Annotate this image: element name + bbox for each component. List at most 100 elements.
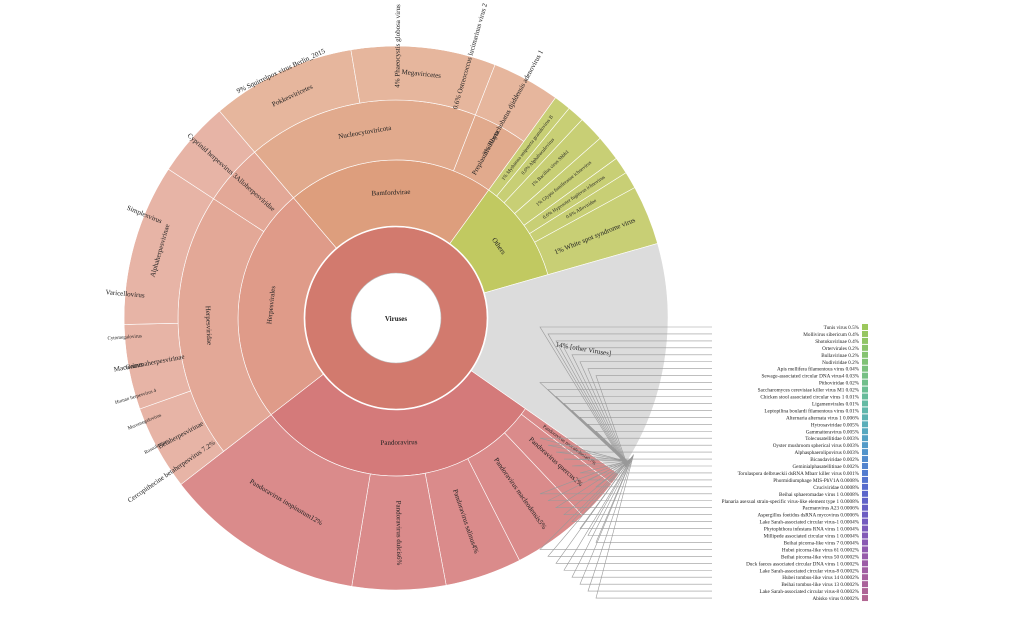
- small-taxon-label: Aspergillus foetidus dsRNA mycovirus 0.0…: [758, 512, 860, 519]
- leader-line: [563, 347, 712, 467]
- leader-line: [563, 403, 712, 464]
- small-taxon-label: Planaria asexual strain-specific virus-l…: [722, 498, 860, 505]
- leader-line: [579, 417, 712, 464]
- small-taxon-swatch: [862, 469, 868, 476]
- small-taxon-label: Abisko virus 0.0002%: [812, 596, 859, 602]
- small-taxon-swatch: [862, 365, 868, 372]
- small-taxon-label: Cruciviridae 0.0008%: [813, 485, 859, 491]
- leader-line: [595, 457, 712, 543]
- small-taxon-swatch: [862, 421, 868, 428]
- small-taxon-label: Pithoviridae 0.02%: [819, 381, 860, 387]
- small-taxon-swatch: [862, 351, 868, 358]
- small-taxon-label: Phytophthora infestans RNA virus 1 0.000…: [764, 526, 860, 533]
- small-taxon-label: Leptopilina boulardi filamentous virus 0…: [764, 407, 859, 414]
- small-taxon-label: Pacmanvirus A23 0.0006%: [802, 506, 859, 512]
- leader-line: [587, 454, 712, 592]
- sector-4-1-0-1-1: [125, 350, 133, 385]
- leader-line: [579, 455, 712, 585]
- small-taxon-swatch: [862, 407, 868, 414]
- small-taxon-swatch: [862, 330, 868, 337]
- small-taxon-swatch: [862, 463, 868, 469]
- leader-line: [571, 354, 712, 467]
- small-taxon-swatch: [862, 386, 868, 393]
- leader-line: [547, 444, 712, 463]
- leader-line: [563, 455, 712, 571]
- small-taxon-swatch: [862, 518, 868, 525]
- small-taxon-label: Lake Sarah-associated circular virus-8 0…: [759, 589, 859, 595]
- small-taxon-swatch: [862, 337, 868, 344]
- small-taxon-label: Lake Sarah-associated circular virus-8 0…: [759, 568, 859, 574]
- leader-line: [571, 457, 712, 522]
- sector-label: Herpesvirales: [265, 285, 277, 324]
- small-taxon-label: Alphasphaerolipovirus 0.003%: [794, 450, 859, 456]
- leader-line: [539, 437, 712, 463]
- leader-line: [563, 458, 712, 515]
- small-taxon-label: Apis mellifera filamentous virus 0.04%: [777, 366, 860, 373]
- small-taxon-label: Chicken stool associated circular virus …: [760, 395, 859, 401]
- sector-label: 4% Phaeocystis globosa virus: [393, 4, 402, 88]
- leader-line: [555, 340, 712, 467]
- leader-line: [554, 458, 712, 508]
- small-taxon-label: Geminialphasatellitinae 0.002%: [792, 464, 859, 470]
- sector-label: Pandoravirus dulcis6%: [394, 501, 403, 566]
- small-taxon-label: Ortervirales 0.2%: [822, 346, 860, 352]
- leader-line: [539, 326, 712, 468]
- small-taxon-swatch: [862, 567, 868, 574]
- leader-line: [547, 456, 712, 557]
- center-label: Viruses: [385, 315, 408, 323]
- small-taxon-swatch: [862, 393, 868, 400]
- small-taxon-swatch: [862, 553, 868, 560]
- leader-line: [587, 424, 712, 463]
- small-taxon-label: Sewage-associated circular DNA virus4 0.…: [761, 374, 859, 380]
- sector-label: Bamfordvirae: [371, 188, 410, 198]
- small-taxon-label: Phormidiumphage MIS-PhV1A 0.0008%: [773, 478, 859, 484]
- small-taxon-swatch: [862, 490, 868, 497]
- small-taxon-swatch: [862, 560, 868, 567]
- small-taxon-label: Beihai tombus-like virus 13 0.0002%: [781, 582, 859, 588]
- small-taxon-swatch: [862, 497, 868, 504]
- small-taxon-swatch: [862, 588, 868, 595]
- small-taxon-swatch: [862, 372, 868, 379]
- leader-line: [539, 382, 712, 465]
- leader-line: [547, 458, 712, 502]
- small-taxon-label: Nudiviridae 0.2%: [822, 360, 860, 366]
- small-taxon-swatch: [862, 546, 868, 553]
- small-taxon-label: Bicaudaviridae 0.002%: [810, 457, 859, 463]
- small-taxon-label: Gammaiteravirus 0.005%: [806, 429, 860, 435]
- small-taxon-label: Beihai picorna-like virus 7 0.0004%: [784, 540, 860, 546]
- leader-line: [595, 454, 712, 599]
- small-taxon-label: Alternaria alternata virus 1 0.006%: [786, 415, 860, 421]
- small-taxon-label: Hubei tombus-like virus 14 0.0002%: [782, 575, 859, 581]
- sector-label: Pandoravirus: [380, 438, 417, 447]
- small-taxon-label: Tunis virus 0.5%: [824, 325, 860, 331]
- small-taxon-swatch: [862, 532, 868, 539]
- small-taxon-swatch: [862, 511, 868, 518]
- leader-line: [555, 455, 712, 564]
- small-taxon-swatch: [862, 483, 868, 490]
- small-taxon-swatch: [862, 581, 868, 588]
- leader-line: [571, 410, 712, 464]
- small-taxon-label: Lake Sarah-associated circular virus-1 0…: [759, 520, 859, 526]
- leader-line: [555, 451, 712, 462]
- leader-line: [555, 396, 712, 465]
- leader-line: [563, 458, 712, 462]
- small-taxon-label: Bullavirinae 0.2%: [821, 353, 859, 359]
- leader-line: [547, 389, 712, 465]
- small-taxon-label: Millipede associated circular virus 1 0.…: [764, 534, 860, 540]
- small-taxon-swatch: [862, 324, 868, 330]
- small-taxon-label: Ligamenvirales 0.01%: [812, 401, 860, 407]
- small-taxon-swatch: [862, 400, 868, 407]
- sector-label: Varicellovirus: [105, 288, 145, 299]
- leader-line: [595, 375, 712, 466]
- small-taxon-label: Torulaspora delbrueckii dsRNA Mbarr kill…: [738, 471, 860, 477]
- sector-label: Herpesviridae: [204, 306, 214, 346]
- leader-line: [539, 456, 712, 550]
- small-taxon-label: Hubei picorna-like virus 61 0.0002%: [782, 547, 860, 553]
- small-taxon-swatch: [862, 428, 868, 435]
- small-taxon-swatch: [862, 442, 868, 449]
- small-taxon-label: Saccharomyces cerevisiae killer virus M1…: [758, 388, 860, 394]
- leader-line: [587, 368, 712, 466]
- small-taxon-swatch: [862, 595, 868, 602]
